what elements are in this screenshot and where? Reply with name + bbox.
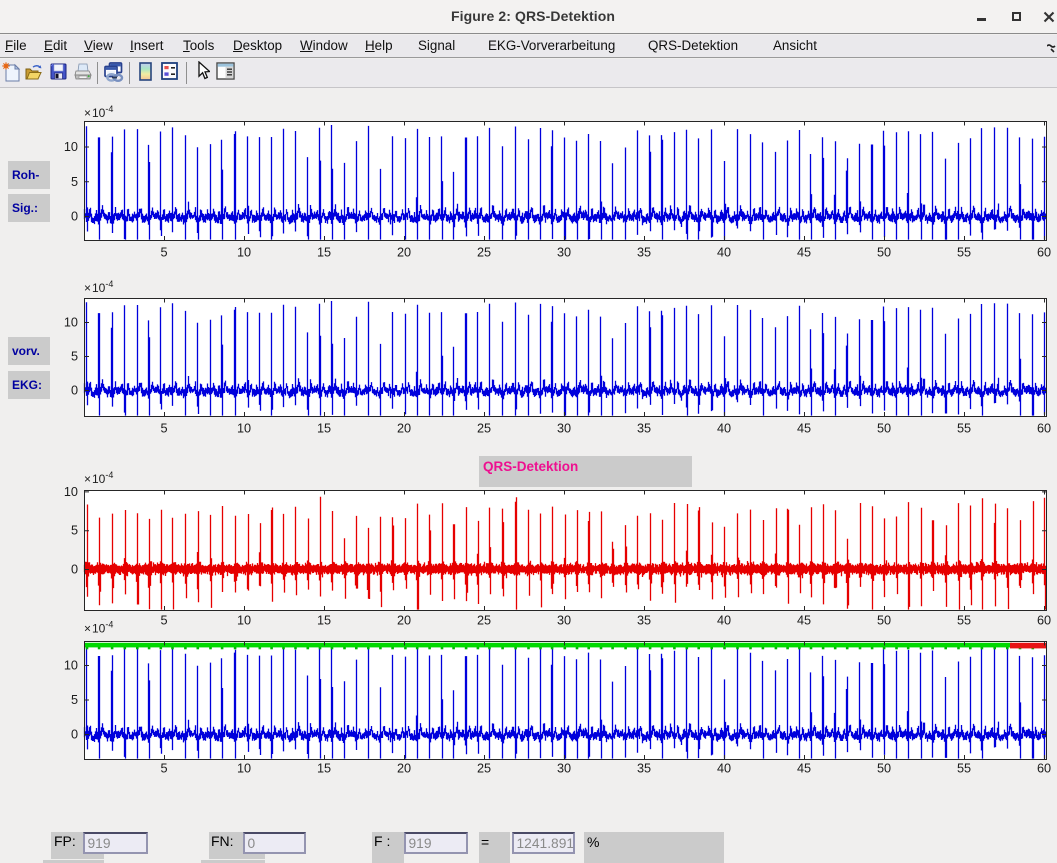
svg-text:30: 30 [557,614,571,628]
svg-text:5: 5 [71,524,78,538]
svg-text:50: 50 [877,614,891,628]
svg-text:50: 50 [877,422,891,436]
svg-text:10: 10 [64,316,78,330]
svg-text:25: 25 [477,762,491,776]
svg-text:40: 40 [717,614,731,628]
svg-text:× 10-4: × 10-4 [84,620,113,636]
svg-text:10: 10 [64,140,78,154]
svg-text:55: 55 [957,762,971,776]
svg-text:15: 15 [317,422,331,436]
svg-text:60: 60 [1037,614,1051,628]
svg-text:10: 10 [237,422,251,436]
svg-text:20: 20 [397,614,411,628]
svg-text:30: 30 [557,422,571,436]
svg-text:45: 45 [797,762,811,776]
svg-text:45: 45 [797,422,811,436]
svg-text:10: 10 [237,246,251,260]
svg-text:30: 30 [557,762,571,776]
svg-text:60: 60 [1037,422,1051,436]
svg-text:10: 10 [237,762,251,776]
svg-text:40: 40 [717,422,731,436]
svg-text:30: 30 [557,246,571,260]
svg-text:55: 55 [957,422,971,436]
svg-text:15: 15 [317,246,331,260]
svg-text:50: 50 [877,246,891,260]
svg-text:0: 0 [71,563,78,577]
svg-text:40: 40 [717,762,731,776]
svg-text:55: 55 [957,614,971,628]
svg-text:0: 0 [71,728,78,742]
svg-text:5: 5 [71,350,78,364]
svg-text:60: 60 [1037,246,1051,260]
svg-text:15: 15 [317,614,331,628]
svg-text:10: 10 [237,614,251,628]
svg-text:20: 20 [397,246,411,260]
svg-text:45: 45 [797,246,811,260]
svg-text:0: 0 [71,210,78,224]
svg-text:5: 5 [71,693,78,707]
svg-text:25: 25 [477,614,491,628]
svg-text:20: 20 [397,762,411,776]
svg-text:5: 5 [160,614,167,628]
svg-text:35: 35 [637,614,651,628]
svg-text:25: 25 [477,246,491,260]
svg-text:60: 60 [1037,762,1051,776]
svg-text:15: 15 [317,762,331,776]
svg-text:× 10-4: × 10-4 [84,470,113,486]
svg-text:× 10-4: × 10-4 [84,279,113,295]
svg-text:45: 45 [797,614,811,628]
svg-text:55: 55 [957,246,971,260]
svg-text:35: 35 [637,762,651,776]
svg-text:50: 50 [877,762,891,776]
svg-text:5: 5 [71,175,78,189]
svg-text:25: 25 [477,422,491,436]
svg-text:10: 10 [64,485,78,499]
svg-text:5: 5 [160,246,167,260]
svg-text:5: 5 [160,762,167,776]
svg-text:20: 20 [397,422,411,436]
svg-text:× 10-4: × 10-4 [84,104,113,120]
svg-text:40: 40 [717,246,731,260]
svg-text:35: 35 [637,246,651,260]
svg-text:10: 10 [64,659,78,673]
svg-text:0: 0 [71,384,78,398]
svg-text:5: 5 [160,422,167,436]
svg-text:35: 35 [637,422,651,436]
